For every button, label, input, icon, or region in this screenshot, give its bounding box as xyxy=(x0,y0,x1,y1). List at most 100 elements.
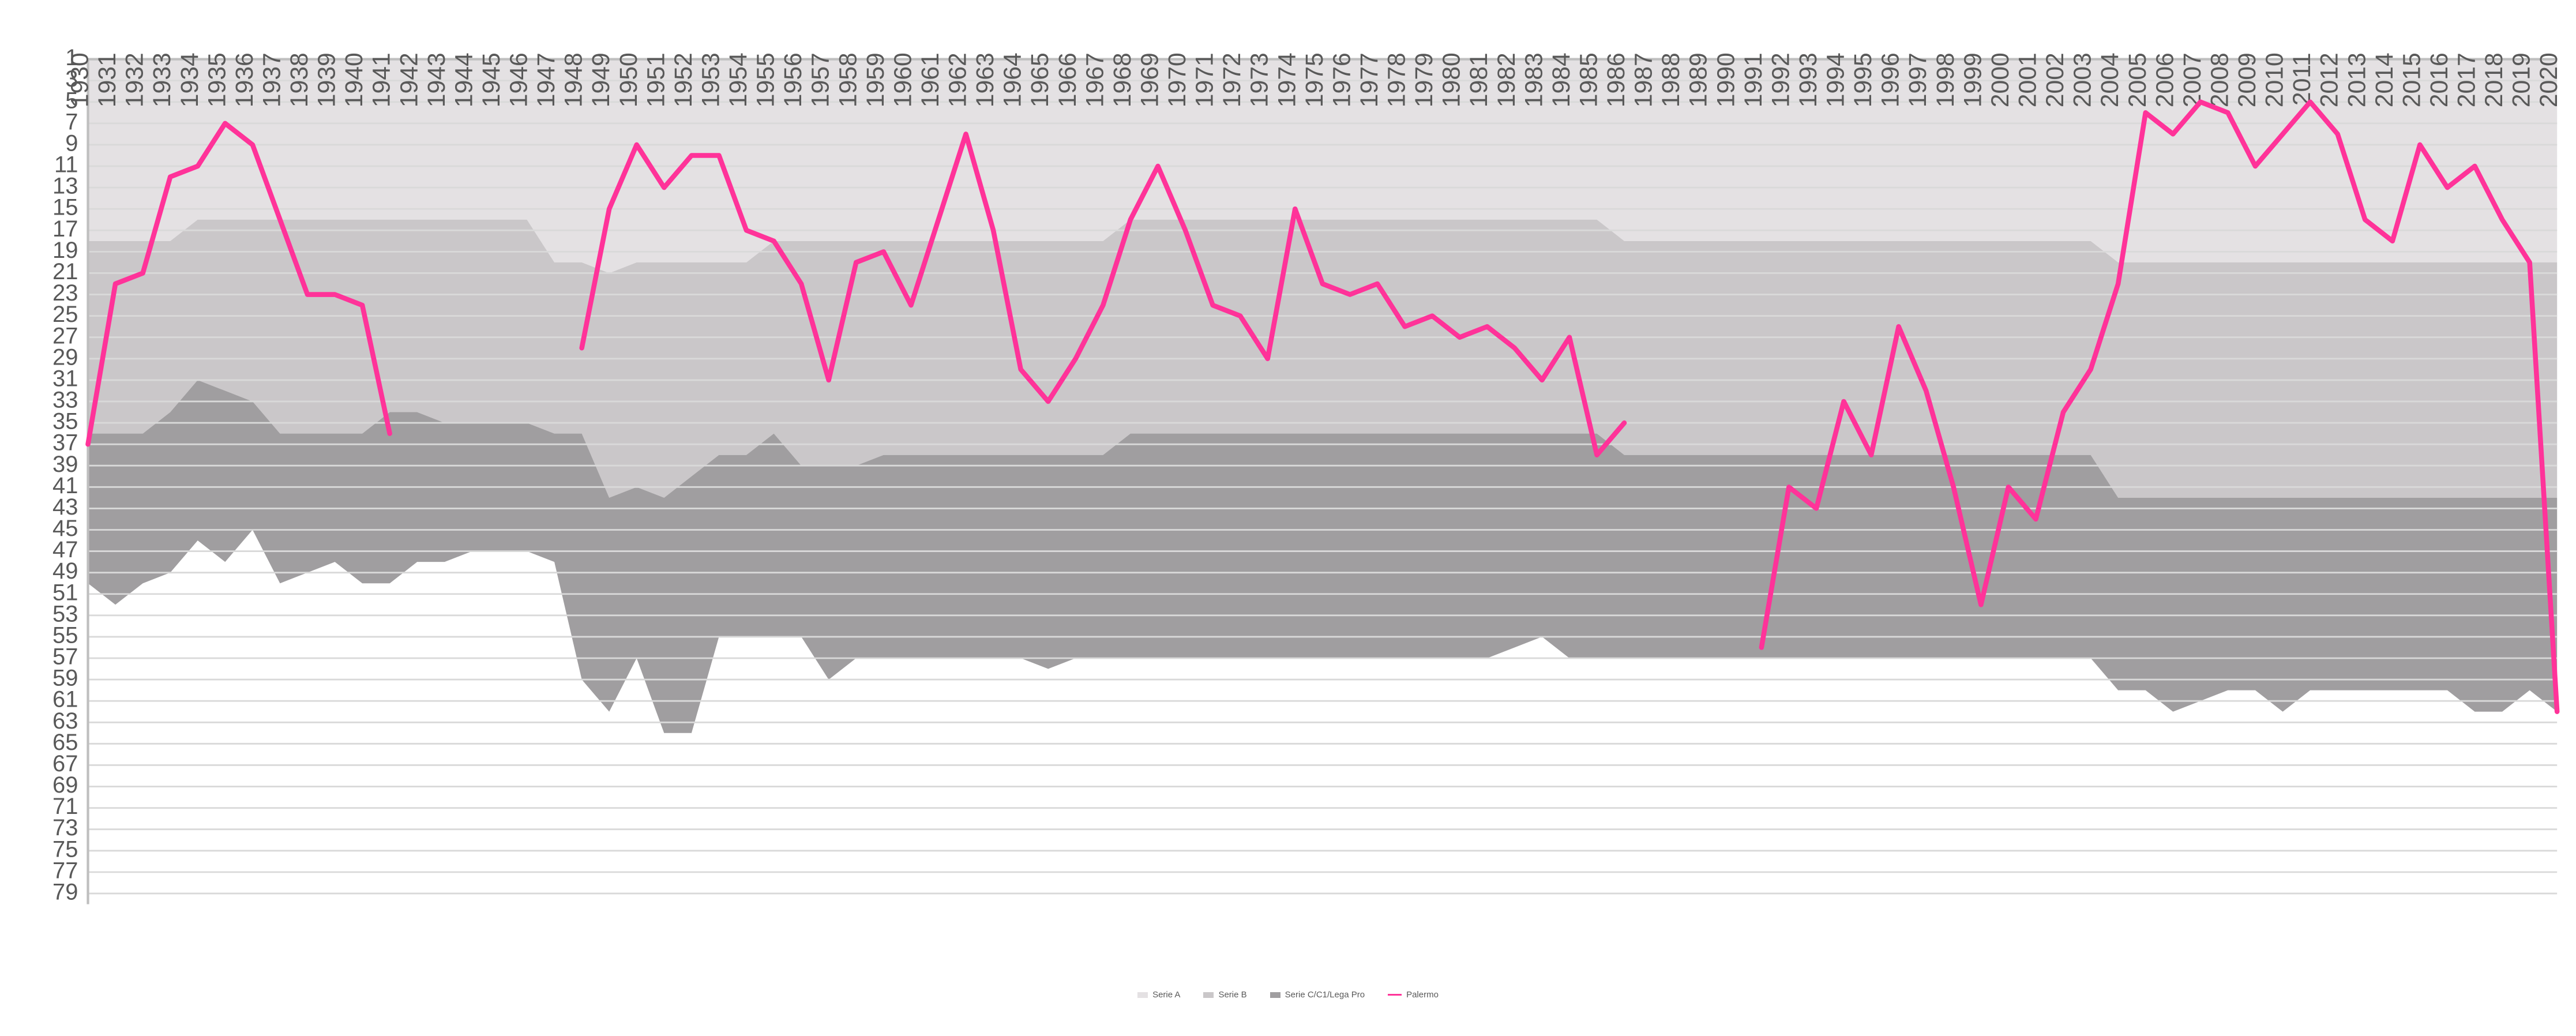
x-tick-1999: 1999 xyxy=(1959,52,1987,107)
x-tick-1991: 1991 xyxy=(1740,52,1767,107)
x-tick-1993: 1993 xyxy=(1794,52,1822,107)
legend-item-serie-b-label: Serie B xyxy=(1218,990,1246,1000)
x-tick-1946: 1946 xyxy=(505,52,533,107)
x-tick-2010: 2010 xyxy=(2261,52,2289,107)
x-tick-1947: 1947 xyxy=(532,52,560,107)
legend-item-serie-c: Serie C/C1/Lega Pro xyxy=(1270,990,1365,1000)
x-tick-1941: 1941 xyxy=(368,52,396,107)
x-tick-1986: 1986 xyxy=(1602,52,1630,107)
x-tick-1980: 1980 xyxy=(1438,52,1466,107)
x-tick-1977: 1977 xyxy=(1355,52,1383,107)
x-tick-1965: 1965 xyxy=(1026,52,1054,107)
x-tick-1937: 1937 xyxy=(258,52,286,107)
x-tick-1982: 1982 xyxy=(1493,52,1520,107)
x-tick-1966: 1966 xyxy=(1054,52,1082,107)
x-tick-1948: 1948 xyxy=(560,52,588,107)
x-tick-1958: 1958 xyxy=(834,52,862,107)
legend-item-serie-b: Serie B xyxy=(1203,990,1246,1000)
x-tick-2014: 2014 xyxy=(2371,52,2398,107)
x-tick-1942: 1942 xyxy=(395,52,423,107)
legend-item-serie-c-swatch xyxy=(1270,992,1281,998)
x-tick-1953: 1953 xyxy=(697,52,724,107)
x-tick-1931: 1931 xyxy=(93,52,121,107)
x-tick-1950: 1950 xyxy=(615,52,643,107)
x-tick-1971: 1971 xyxy=(1191,52,1219,107)
x-tick-2000: 2000 xyxy=(1987,52,2014,107)
x-tick-1955: 1955 xyxy=(752,52,780,107)
x-tick-2008: 2008 xyxy=(2206,52,2233,107)
x-tick-1961: 1961 xyxy=(917,52,944,107)
x-tick-1968: 1968 xyxy=(1109,52,1136,107)
x-tick-1945: 1945 xyxy=(478,52,505,107)
x-tick-2013: 2013 xyxy=(2343,52,2371,107)
x-tick-2020: 2020 xyxy=(2535,52,2563,107)
x-tick-1956: 1956 xyxy=(779,52,807,107)
x-tick-2003: 2003 xyxy=(2069,52,2097,107)
x-tick-1994: 1994 xyxy=(1822,52,1850,107)
legend-item-serie-b-swatch xyxy=(1203,992,1214,998)
league-history-chart: 1357911131517192123252729313335373941434… xyxy=(6,0,2570,986)
x-tick-1987: 1987 xyxy=(1630,52,1658,107)
x-tick-1959: 1959 xyxy=(862,52,889,107)
x-tick-1978: 1978 xyxy=(1383,52,1411,107)
x-tick-1935: 1935 xyxy=(203,52,231,107)
legend-item-serie-a-label: Serie A xyxy=(1152,990,1180,1000)
x-tick-1967: 1967 xyxy=(1081,52,1109,107)
legend-item-palermo: Palermo xyxy=(1388,990,1439,1000)
x-tick-1975: 1975 xyxy=(1301,52,1328,107)
x-tick-2017: 2017 xyxy=(2453,52,2481,107)
chart-container: 1357911131517192123252729313335373941434… xyxy=(0,0,2576,1003)
x-tick-2009: 2009 xyxy=(2233,52,2261,107)
x-tick-2006: 2006 xyxy=(2151,52,2179,107)
x-tick-1995: 1995 xyxy=(1849,52,1877,107)
x-tick-2002: 2002 xyxy=(2041,52,2069,107)
x-tick-1973: 1973 xyxy=(1246,52,1274,107)
x-tick-1940: 1940 xyxy=(340,52,368,107)
legend-item-serie-a: Serie A xyxy=(1137,990,1180,1000)
x-tick-2016: 2016 xyxy=(2425,52,2453,107)
x-tick-1963: 1963 xyxy=(971,52,999,107)
x-tick-2005: 2005 xyxy=(2124,52,2151,107)
x-tick-1997: 1997 xyxy=(1904,52,1932,107)
x-tick-2018: 2018 xyxy=(2480,52,2508,107)
x-tick-1962: 1962 xyxy=(944,52,972,107)
x-tick-1985: 1985 xyxy=(1575,52,1602,107)
x-tick-1960: 1960 xyxy=(889,52,917,107)
x-tick-2007: 2007 xyxy=(2179,52,2206,107)
x-tick-1981: 1981 xyxy=(1465,52,1493,107)
x-tick-1930: 1930 xyxy=(66,52,94,107)
x-tick-1964: 1964 xyxy=(999,52,1027,107)
x-tick-1949: 1949 xyxy=(587,52,615,107)
x-tick-1969: 1969 xyxy=(1136,52,1163,107)
x-tick-1970: 1970 xyxy=(1163,52,1191,107)
x-tick-2004: 2004 xyxy=(2096,52,2124,107)
x-tick-1933: 1933 xyxy=(148,52,176,107)
x-tick-2011: 2011 xyxy=(2288,52,2316,106)
x-tick-1983: 1983 xyxy=(1520,52,1548,107)
x-tick-1992: 1992 xyxy=(1767,52,1794,107)
x-tick-1972: 1972 xyxy=(1218,52,1246,107)
x-tick-1951: 1951 xyxy=(642,52,670,107)
x-tick-1954: 1954 xyxy=(724,52,752,107)
legend-item-palermo-swatch xyxy=(1388,994,1402,996)
x-tick-1984: 1984 xyxy=(1548,52,1575,107)
x-tick-1998: 1998 xyxy=(1932,52,1959,107)
x-tick-1952: 1952 xyxy=(670,52,697,107)
x-tick-1938: 1938 xyxy=(286,52,313,107)
x-tick-1943: 1943 xyxy=(423,52,450,107)
x-tick-1939: 1939 xyxy=(313,52,341,107)
x-tick-1974: 1974 xyxy=(1273,52,1301,107)
x-tick-1976: 1976 xyxy=(1328,52,1355,107)
x-tick-1932: 1932 xyxy=(121,52,149,107)
x-tick-1988: 1988 xyxy=(1657,52,1685,107)
x-tick-1996: 1996 xyxy=(1877,52,1905,107)
chart-legend: Serie A Serie B Serie C/C1/Lega Pro Palermo xyxy=(6,986,2570,1000)
x-tick-1989: 1989 xyxy=(1685,52,1713,107)
x-tick-1990: 1990 xyxy=(1712,52,1740,107)
legend-item-serie-c-label: Serie C/C1/Lega Pro xyxy=(1285,990,1365,1000)
x-tick-2015: 2015 xyxy=(2398,52,2425,107)
legend-item-palermo-label: Palermo xyxy=(1406,990,1439,1000)
x-tick-1936: 1936 xyxy=(231,52,258,107)
x-tick-2019: 2019 xyxy=(2508,52,2536,107)
x-tick-1944: 1944 xyxy=(450,52,478,107)
